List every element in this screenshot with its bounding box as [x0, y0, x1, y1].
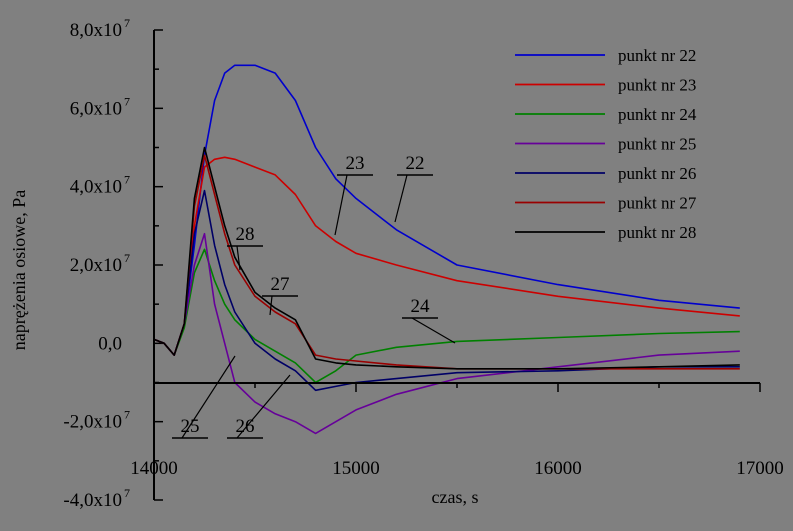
series-line-26 [153, 189, 740, 392]
annotation-label: 24 [411, 296, 431, 317]
y-tick-label: 2,0x10 [70, 255, 122, 276]
y-tick-exponent: 7 [124, 16, 130, 30]
annotation-leader [394, 174, 408, 223]
annotation-label: 28 [236, 224, 255, 245]
legend-label: punkt nr 28 [618, 223, 696, 242]
annotation-label: 23 [346, 153, 365, 174]
x-tick-label: 16000 [534, 458, 582, 479]
y-tick-label: 4,0x10 [70, 177, 122, 198]
series-line-23 [153, 156, 740, 356]
annotation-leader [181, 355, 236, 439]
annotation-leader [236, 374, 291, 439]
y-axis-label: naprężenia osiowe, Pa [9, 190, 29, 350]
legend-label: punkt nr 22 [618, 46, 696, 65]
series-line-28 [153, 146, 740, 370]
y-axis-ticks: 8,0x10 76,0x10 74,0x10 72,0x10 70,0-2,0x10 7-… [63, 16, 163, 511]
y-tick-label: -2,0x10 [63, 412, 122, 433]
y-tick-exponent: 7 [124, 251, 130, 265]
annotation-label: 27 [271, 274, 290, 295]
series-layer [153, 64, 740, 435]
annotations: 22 23 24 25 26 27 28 [172, 153, 456, 439]
legend-label: punkt nr 23 [618, 76, 696, 95]
x-tick-label: 15000 [332, 458, 380, 479]
y-tick-label: -4,0x10 [63, 490, 122, 511]
y-tick-label: 8,0x10 [70, 20, 122, 41]
annotation-leader [411, 317, 456, 344]
y-tick-label: 6,0x10 [70, 98, 122, 119]
annotation-label: 22 [406, 153, 425, 174]
y-tick-exponent: 7 [124, 173, 130, 187]
y-tick-exponent: 7 [124, 94, 130, 108]
annotation-leader [334, 174, 348, 236]
series-line-27 [153, 154, 740, 370]
legend-label: punkt nr 25 [618, 135, 696, 154]
axes [153, 30, 760, 500]
annotation-label: 26 [236, 416, 255, 437]
x-axis-ticks: 14000 15000 16000 17000 [130, 383, 784, 479]
x-axis-label: czas, s [432, 487, 479, 507]
y-tick-label: 0,0 [98, 333, 122, 354]
y-tick-exponent: 7 [124, 486, 130, 500]
legend-label: punkt nr 26 [618, 164, 696, 183]
y-tick-exponent: 7 [124, 408, 130, 422]
legend: punkt nr 22 punkt nr 23 punkt nr 24 punkt n… [515, 46, 697, 242]
legend-label: punkt nr 24 [618, 105, 697, 124]
x-tick-label: 17000 [736, 458, 784, 479]
annotation-label: 25 [181, 416, 200, 437]
annotation-leader [236, 245, 241, 271]
legend-label: punkt nr 27 [618, 194, 697, 213]
annotation-leader [269, 295, 273, 316]
